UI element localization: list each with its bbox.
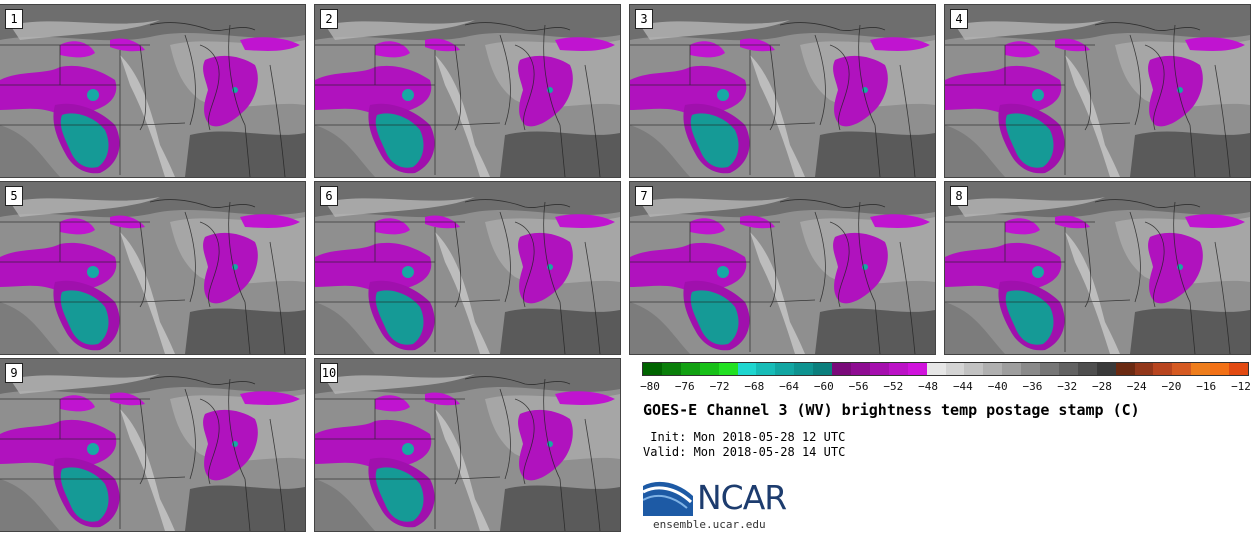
ncar-logo: NCAR	[643, 476, 793, 516]
wv-map	[945, 182, 1250, 354]
colorbar-tick-label: −56	[848, 380, 869, 393]
wv-map	[315, 359, 620, 531]
postage-stamp-panel-9[interactable]: 9	[0, 358, 306, 532]
panel-number: 5	[5, 186, 23, 206]
panel-number: 2	[320, 9, 338, 29]
colorbar-segment	[850, 363, 870, 375]
colorbar-segment	[1058, 363, 1078, 375]
colorbar-tick-label: −76	[674, 380, 695, 393]
colorbar-segment	[1021, 363, 1041, 375]
colorbar-segment	[832, 363, 851, 375]
postage-stamp-panel-5[interactable]: 5	[0, 181, 306, 355]
colorbar-segment	[869, 363, 889, 375]
colorbar-tick-label: −24	[1126, 380, 1147, 393]
colorbar-segment	[1115, 363, 1135, 375]
valid-time: Valid: Mon 2018-05-28 14 UTC	[643, 445, 846, 459]
colorbar-segment	[1229, 363, 1248, 375]
colorbar-segment	[1210, 363, 1230, 375]
colorbar-tick-label: −52	[883, 380, 904, 393]
colorbar-tick-label: −16	[1196, 380, 1217, 393]
wv-map	[315, 5, 620, 177]
panel-number: 4	[950, 9, 968, 29]
wv-map	[315, 182, 620, 354]
colorbar-segment	[964, 363, 984, 375]
panel-number: 9	[5, 363, 23, 383]
colorbar-segment	[907, 363, 927, 375]
colorbar-segment	[699, 363, 719, 375]
colorbar-segment	[813, 363, 833, 375]
colorbar-segment	[1153, 363, 1173, 375]
colorbar-segment	[718, 363, 738, 375]
colorbar-tick-label: −28	[1092, 380, 1112, 393]
colorbar-segment	[1096, 363, 1116, 375]
wv-map	[630, 182, 935, 354]
postage-stamp-panel-4[interactable]: 4	[944, 4, 1251, 178]
colorbar-tick-label: −12	[1231, 380, 1251, 393]
panel-number: 3	[635, 9, 653, 29]
colorbar-segment	[888, 363, 908, 375]
colorbar-segment	[1134, 363, 1154, 375]
postage-stamp-panel-3[interactable]: 3	[629, 4, 936, 178]
postage-stamp-panel-6[interactable]: 6	[314, 181, 621, 355]
figure-title: GOES-E Channel 3 (WV) brightness temp po…	[643, 401, 1140, 419]
ncar-swoosh-icon	[643, 481, 693, 516]
panel-number: 1	[5, 9, 23, 29]
colorbar-segment	[643, 363, 662, 375]
postage-stamp-panel-2[interactable]: 2	[314, 4, 621, 178]
colorbar-tick-label: −44	[952, 380, 973, 393]
colorbar-segment	[1077, 363, 1097, 375]
colorbar-segment	[680, 363, 700, 375]
colorbar-tick-label: −48	[918, 380, 939, 393]
colorbar-segment	[926, 363, 946, 375]
panel-number: 8	[950, 186, 968, 206]
colorbar-tick-label: −64	[779, 380, 799, 393]
panel-number: 7	[635, 186, 653, 206]
colorbar-segment	[775, 363, 795, 375]
panel-number: 10	[320, 363, 338, 383]
colorbar-tick-label: −72	[709, 380, 730, 393]
colorbar-tick-labels: −80 −76 −72 −68 −64 −60 −56 −52 −48 −44 −40 −36 −32 −…	[640, 380, 1251, 394]
wv-map	[0, 359, 305, 531]
colorbar-segment	[1172, 363, 1192, 375]
colorbar-tick-label: −36	[1022, 380, 1043, 393]
colorbar-tick-label: −80	[640, 380, 660, 393]
wv-map	[630, 5, 935, 177]
init-time: Init: Mon 2018-05-28 12 UTC	[643, 430, 846, 444]
colorbar-segment	[945, 363, 965, 375]
colorbar-tick-label: −32	[1057, 380, 1078, 393]
colorbar-segment	[1040, 363, 1059, 375]
wv-map	[945, 5, 1250, 177]
colorbar-segment	[983, 363, 1003, 375]
postage-stamp-panel-8[interactable]: 8	[944, 181, 1251, 355]
postage-stamp-panel-7[interactable]: 7	[629, 181, 936, 355]
colorbar-tick-label: −20	[1161, 380, 1182, 393]
colorbar-segment	[794, 363, 814, 375]
colorbar-tick-label: −40	[987, 380, 1008, 393]
colorbar-segment	[1191, 363, 1211, 375]
postage-stamp-panel-10[interactable]: 10	[314, 358, 621, 532]
colorbar-tick-label: −60	[813, 380, 834, 393]
colorbar-segment	[737, 363, 757, 375]
ncar-wordmark: NCAR	[697, 478, 787, 517]
panel-number: 6	[320, 186, 338, 206]
colorbar-tick-label: −68	[744, 380, 765, 393]
site-url: ensemble.ucar.edu	[653, 518, 766, 531]
colorbar-segment	[756, 363, 776, 375]
colorbar	[642, 362, 1249, 376]
wv-map	[0, 182, 305, 354]
colorbar-segment	[1002, 363, 1022, 375]
postage-stamp-panel-1[interactable]: 1	[0, 4, 306, 178]
colorbar-segment	[661, 363, 681, 375]
wv-map	[0, 5, 305, 177]
